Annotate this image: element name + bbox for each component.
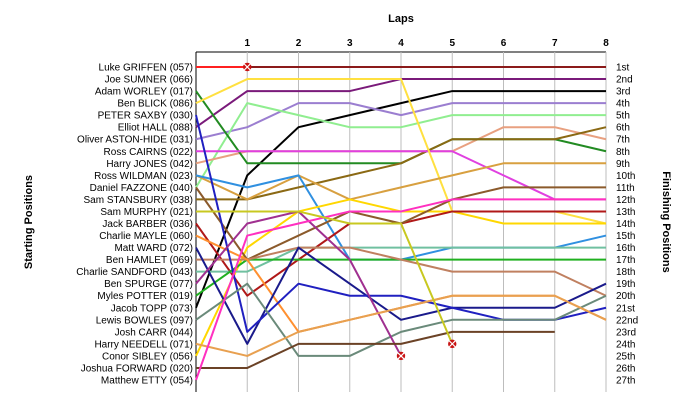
driver-label: Sam STANSBURY (038) (84, 195, 193, 206)
retired-marker (243, 62, 252, 72)
finishing-position-label: 13th (616, 207, 635, 218)
finishing-position-labels: 1st2nd3rd4th5th6th7th8th9th10th11th12th1… (616, 63, 638, 387)
series-line (195, 162, 606, 201)
x-tick-labels: 1 2 3 4 5 6 7 8 (244, 38, 609, 49)
x-tick-label: 1 (244, 38, 250, 49)
retirement-markers (243, 62, 457, 361)
series-line (196, 330, 555, 369)
series-line (195, 198, 606, 381)
finishing-position-label: 10th (616, 171, 635, 182)
series-line (196, 150, 606, 201)
finishing-position-label: 26th (616, 363, 635, 374)
retired-marker (448, 339, 457, 349)
driver-label: Conor SIBLEY (056) (102, 351, 193, 362)
driver-label: Joshua FORWARD (020) (81, 363, 193, 374)
retired-marker-cross (243, 63, 251, 71)
driver-label: Charlie SANDFORD (043) (76, 267, 193, 278)
finishing-position-label: 20th (616, 291, 635, 302)
series-line (196, 246, 606, 273)
finishing-position-label: 1st (616, 63, 630, 74)
starting-grid-labels: Luke GRIFFEN (057)Joe SUMNER (066)Adam W… (76, 63, 193, 387)
finishing-position-label: 18th (616, 267, 635, 278)
x-tick-label: 6 (501, 38, 507, 49)
driver-label: Jack BARBER (036) (102, 219, 193, 230)
driver-label: Ben BLICK (086) (117, 99, 193, 110)
driver-label: Ben HAMLET (069) (106, 255, 193, 266)
series-line (196, 126, 607, 201)
series-lines (195, 66, 607, 381)
finishing-position-label: 4th (616, 99, 630, 110)
series-line (195, 102, 606, 188)
x-tick-label: 8 (603, 38, 609, 49)
finishing-position-label: 9th (616, 159, 630, 170)
driver-label: Luke GRIFFEN (057) (99, 63, 193, 74)
driver-label: Josh CARR (044) (115, 327, 193, 338)
finishing-position-label: 12th (616, 195, 635, 206)
driver-label: Matt WARD (072) (114, 243, 193, 254)
finishing-position-label: 3rd (616, 87, 630, 98)
series-line (196, 210, 454, 345)
driver-label: Jacob TOPP (073) (111, 303, 193, 314)
driver-label: Oliver ASTON-HIDE (031) (77, 135, 193, 146)
finishing-position-label: 8th (616, 147, 630, 158)
retired-marker-cross (448, 340, 456, 348)
finishing-position-label: 15th (616, 231, 635, 242)
series-line (195, 90, 606, 309)
x-tick-label: 3 (347, 38, 353, 49)
driver-label: Harry JONES (042) (106, 159, 193, 170)
driver-label: Sam MURPHY (021) (100, 207, 193, 218)
y-axis-label-right: Finishing Positions (660, 171, 672, 272)
finishing-position-label: 17th (616, 255, 635, 266)
series-line (195, 102, 606, 141)
series-line (195, 246, 607, 345)
finishing-position-label: 6th (616, 123, 630, 134)
grid-layer (195, 51, 607, 392)
driver-label: Joe SUMNER (066) (105, 75, 193, 86)
driver-label: Charlie MAYLE (060) (99, 231, 193, 242)
finishing-position-label: 21st (616, 303, 635, 314)
retired-marker-cross (397, 352, 405, 360)
driver-label: Adam WORLEY (017) (95, 87, 193, 98)
finishing-position-label: 14th (616, 219, 635, 230)
driver-label: Ross WILDMAN (023) (94, 171, 193, 182)
y-axis-label-left: Starting Positions (23, 175, 35, 269)
driver-label: Lewis BOWLES (097) (96, 315, 193, 326)
driver-label: Myles POTTER (019) (97, 291, 193, 302)
finishing-position-label: 11th (616, 183, 635, 194)
finishing-position-label: 7th (616, 135, 630, 146)
driver-label: Elliot HALL (088) (118, 123, 193, 134)
x-tick-label: 7 (552, 38, 558, 49)
driver-label: Ross CAIRNS (022) (104, 147, 193, 158)
driver-label: Ben SPURGE (077) (104, 279, 193, 290)
finishing-position-label: 22nd (616, 315, 638, 326)
series-line (196, 246, 607, 297)
chart-title: Laps (388, 13, 414, 25)
x-tick-label: 5 (449, 38, 455, 49)
finishing-position-label: 27th (616, 376, 635, 387)
finishing-position-label: 25th (616, 351, 635, 362)
x-tick-label: 4 (398, 38, 404, 49)
finishing-position-label: 23rd (616, 327, 636, 338)
driver-label: Harry NEEDELL (071) (94, 339, 193, 350)
series-line (195, 294, 607, 357)
retired-marker (396, 351, 406, 361)
driver-label: Daniel FAZZONE (040) (90, 183, 193, 194)
driver-label: PETER SAXBY (030) (98, 111, 193, 122)
finishing-position-label: 24th (616, 339, 635, 350)
x-tick-label: 2 (296, 38, 302, 49)
driver-label: Matthew ETTY (054) (101, 376, 193, 387)
finishing-position-label: 19th (616, 279, 635, 290)
finishing-position-label: 2nd (616, 75, 633, 86)
finishing-position-label: 5th (616, 111, 630, 122)
finishing-position-label: 16th (616, 243, 635, 254)
series-line (195, 282, 607, 357)
